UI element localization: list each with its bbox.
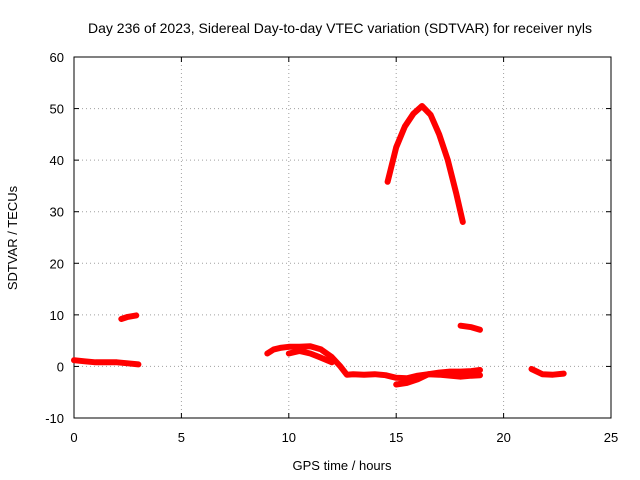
y-tick-label: 50	[50, 102, 64, 117]
y-tick-label: 0	[57, 359, 64, 374]
y-tick-label: 60	[50, 50, 64, 65]
data-series-seg-f	[384, 103, 466, 225]
data-series	[71, 103, 567, 388]
x-tick-label: 20	[496, 430, 510, 445]
axis-ticks: 0 5 10 15 20 25 -10 0 10 20 30 40 50 60	[45, 50, 618, 445]
x-tick-label: 25	[604, 430, 618, 445]
y-tick-label: -10	[45, 411, 64, 426]
x-tick-label: 10	[282, 430, 296, 445]
x-tick-label: 15	[389, 430, 403, 445]
y-tick-label: 40	[50, 153, 64, 168]
chart-title: Day 236 of 2023, Sidereal Day-to-day VTE…	[88, 20, 592, 36]
grid	[74, 57, 611, 418]
y-tick-label: 30	[50, 205, 64, 220]
data-series-seg-d	[285, 348, 335, 366]
y-tick-label: 20	[50, 256, 64, 271]
y-tick-label: 10	[50, 308, 64, 323]
x-tick-label: 0	[70, 430, 77, 445]
data-series-seg-a	[71, 357, 142, 368]
data-series-seg-h	[528, 366, 567, 378]
x-axis-label: GPS time / hours	[293, 458, 392, 473]
data-series-seg-b	[118, 312, 140, 322]
plot-frame	[73, 56, 612, 419]
data-series-seg-g	[457, 322, 483, 333]
y-axis-label: SDTVAR / TECUs	[5, 185, 20, 290]
data-series-seg-e	[393, 371, 483, 388]
x-tick-label: 5	[178, 430, 185, 445]
